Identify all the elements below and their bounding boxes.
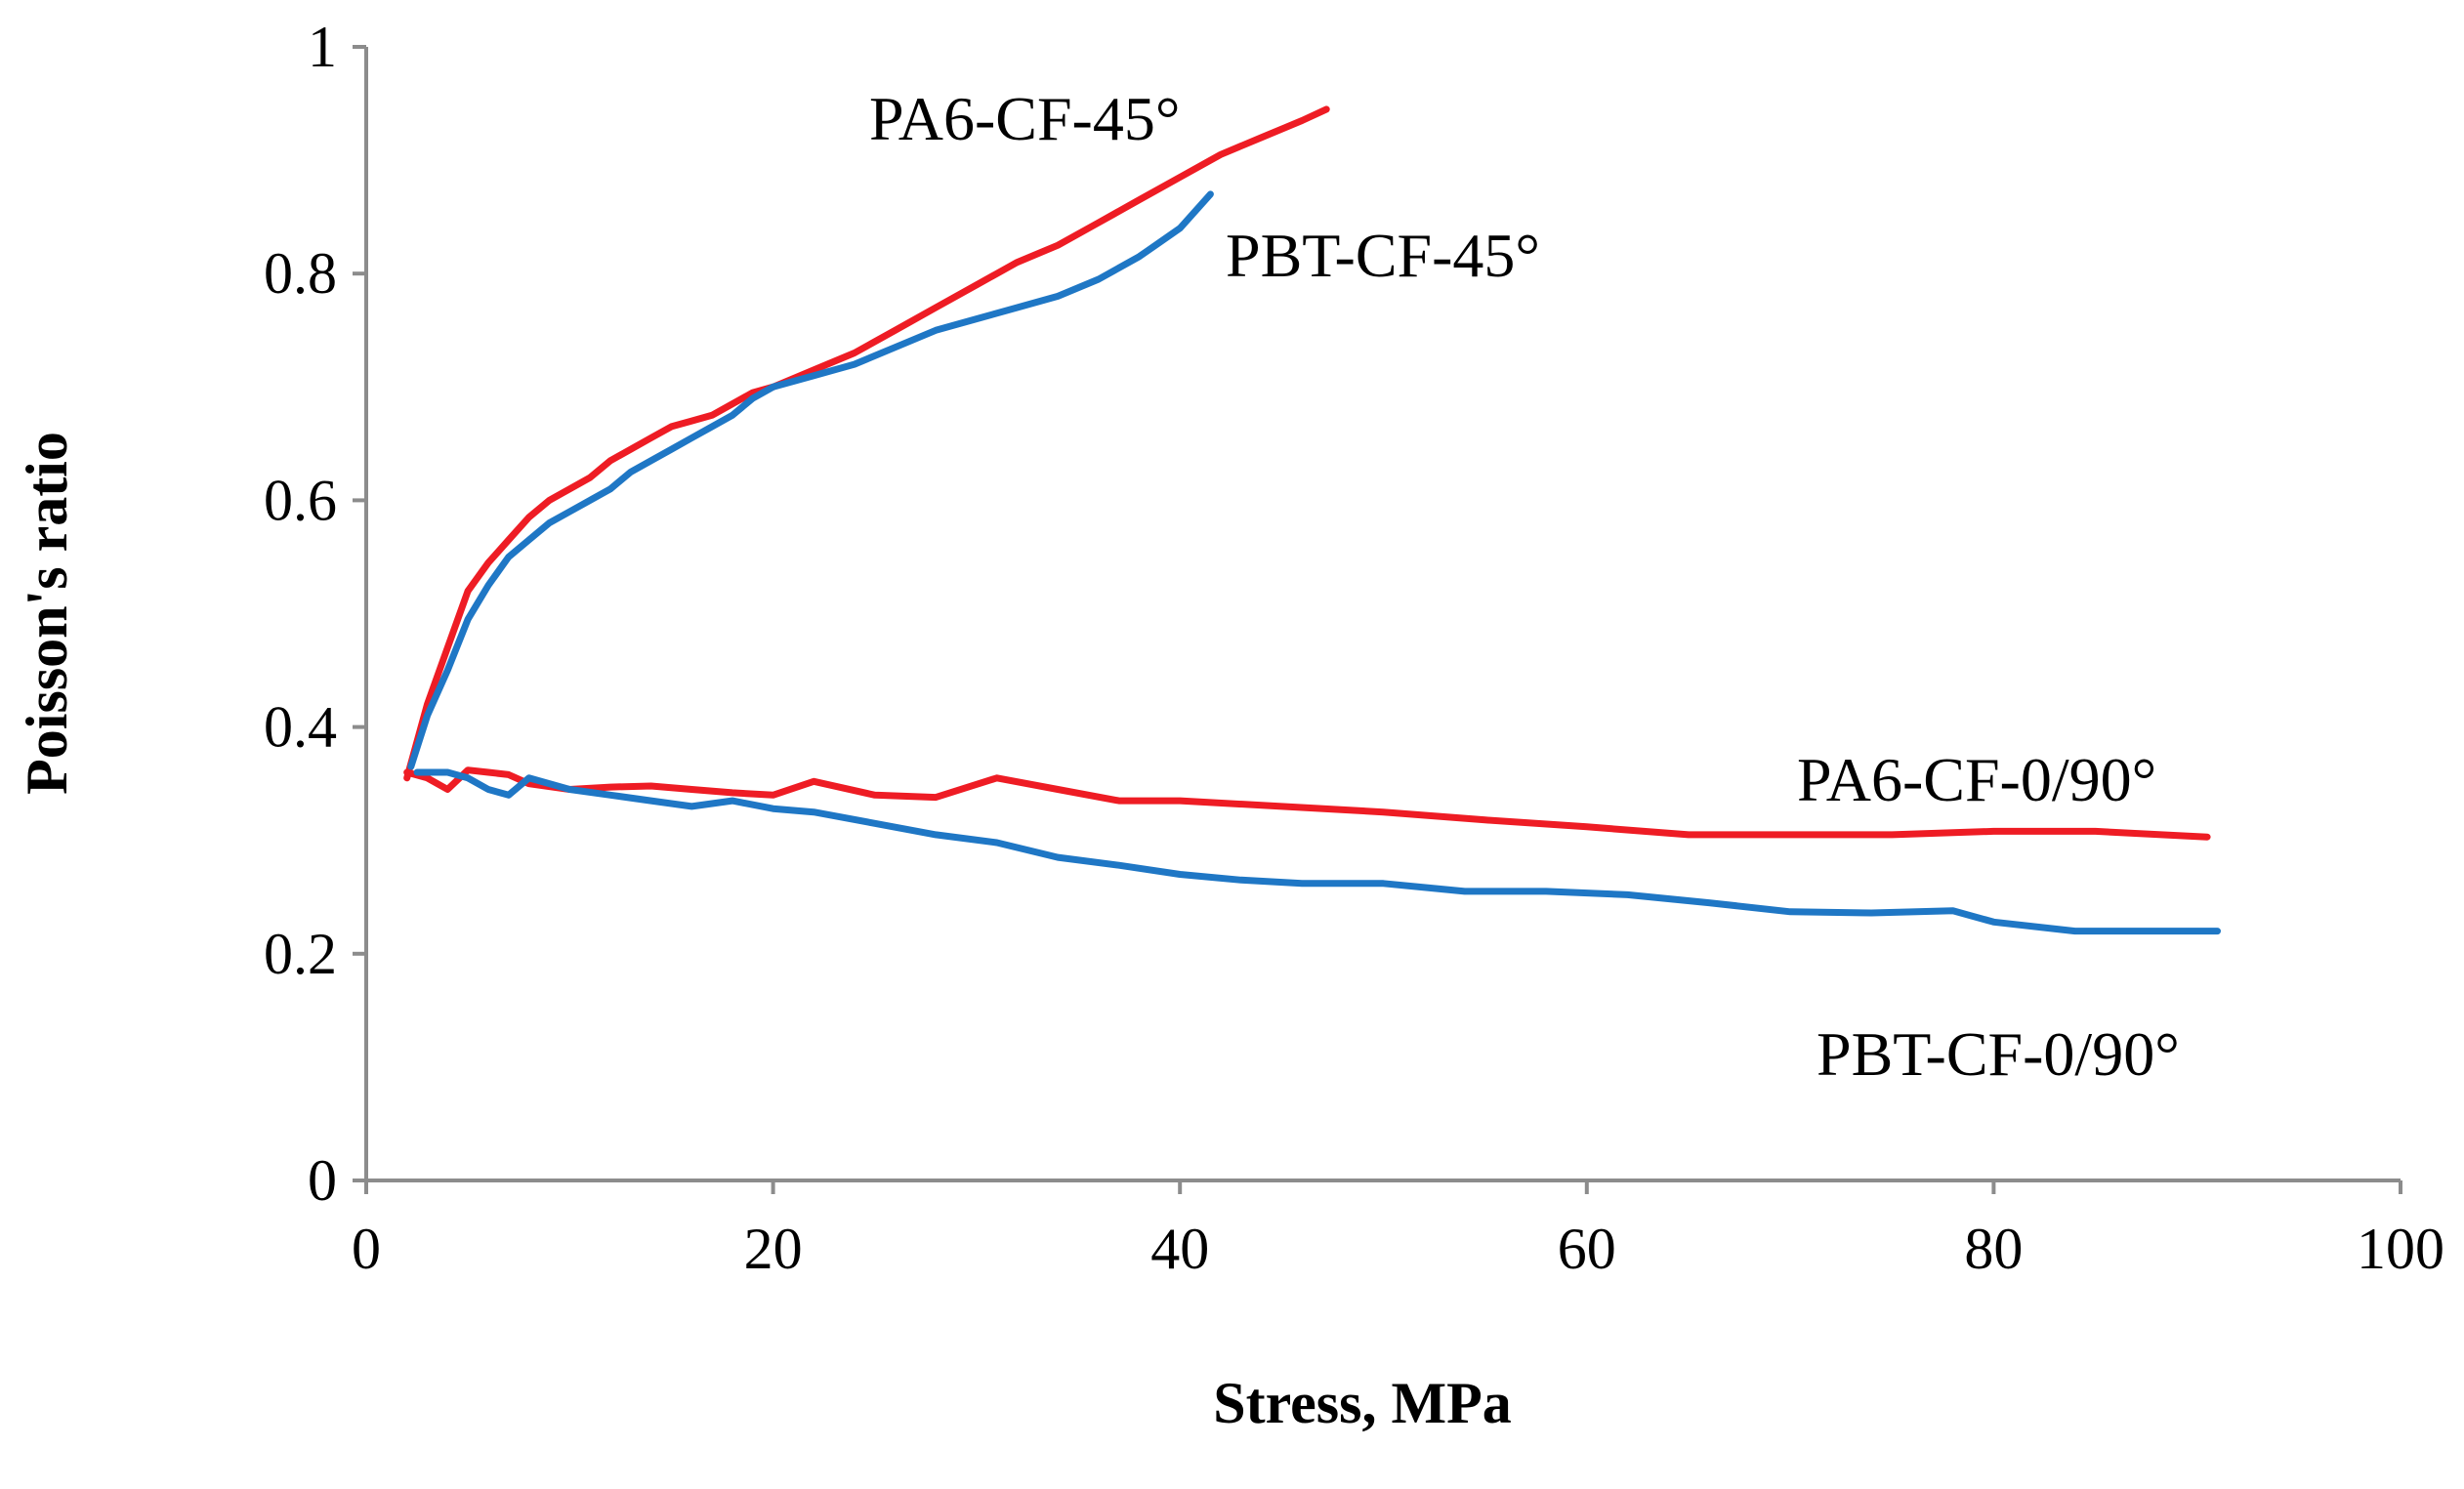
y-tick-label: 0.4 [264, 695, 337, 760]
series-labels: PA6-CF-45° PBT-CF-45° PA6-CF-0/90° PBT-C… [869, 84, 2180, 1089]
x-ticks: 0 20 40 60 80 100 [352, 1180, 2444, 1281]
x-tick-label: 20 [744, 1217, 803, 1281]
x-tick-label: 80 [1964, 1217, 2023, 1281]
series-line-1 [407, 190, 1214, 770]
x-axis-title: Stress, MPa [1213, 1371, 1512, 1435]
x-tick-label: 40 [1150, 1217, 1209, 1281]
series-line-0 [403, 105, 1330, 782]
label-pa6-cf-090: PA6-CF-0/90° [1797, 745, 2156, 814]
series-line-3 [413, 768, 2221, 935]
x-tick-label: 60 [1558, 1217, 1616, 1281]
label-pbt-cf-45: PBT-CF-45° [1226, 221, 1540, 290]
label-pa6-cf-45: PA6-CF-45° [869, 84, 1180, 153]
y-tick-label: 0.8 [264, 241, 337, 306]
series-group [403, 105, 2221, 935]
label-pbt-cf-090: PBT-CF-0/90° [1817, 1019, 2180, 1089]
y-tick-label: 0 [308, 1148, 337, 1213]
axes [364, 47, 2401, 1182]
y-tick-label: 0.6 [264, 468, 337, 532]
y-axis-title: Poisson's ratio [15, 432, 79, 795]
series-line-2 [403, 766, 2211, 841]
x-tick-label: 0 [352, 1217, 381, 1281]
x-tick-label: 100 [2357, 1217, 2444, 1281]
y-tick-label: 1 [308, 15, 337, 79]
y-ticks: 0 0.2 0.4 0.6 0.8 1 [264, 15, 366, 1213]
y-tick-label: 0.2 [264, 922, 337, 986]
